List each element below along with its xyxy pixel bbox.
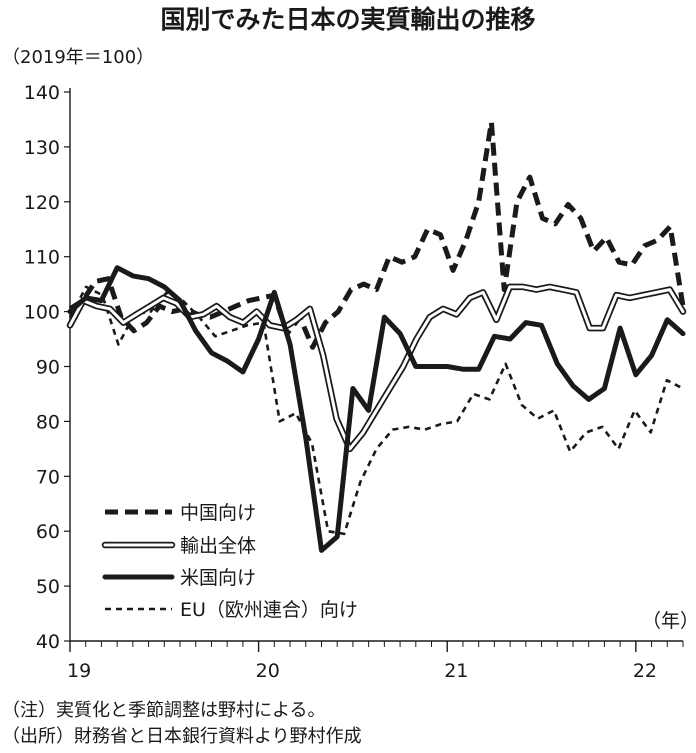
- unit-label: （2019年＝100）: [2, 47, 154, 68]
- series-layer: [66, 119, 687, 553]
- legend-label-total: 輸出全体: [180, 535, 256, 557]
- series-china-group: [68, 119, 686, 350]
- x-tick-label: 21: [444, 660, 468, 682]
- series-eu-group: [68, 285, 684, 536]
- legend-label-china: 中国向け: [180, 502, 256, 524]
- y-tick-label: 110: [24, 247, 60, 269]
- x-tick-label: 19: [67, 660, 91, 682]
- chart-title: 国別でみた日本の実質輸出の推移: [160, 5, 535, 34]
- series-eu-line: [68, 285, 684, 536]
- axis-layer: 40 50 60 70 80 90 100 110 120 130 140 19 20 21 22: [24, 82, 684, 682]
- y-tick-label: 90: [36, 357, 60, 379]
- x-tick-label: 20: [256, 660, 280, 682]
- y-tick-label: 70: [36, 466, 60, 488]
- series-china-line: [68, 119, 686, 350]
- x-axis-unit-label: （年）: [642, 610, 696, 632]
- y-tick-label: 50: [36, 576, 60, 598]
- y-tick-label: 120: [24, 192, 60, 214]
- y-tick-label: 130: [24, 137, 60, 159]
- series-total-group: [66, 283, 687, 453]
- source-caption: （出所）財務省と日本銀行資料より野村作成: [2, 726, 362, 747]
- series-us-group: [67, 265, 686, 553]
- x-tick-label: 22: [633, 660, 657, 682]
- y-tick-label: 140: [24, 82, 60, 104]
- series-us-line: [67, 265, 686, 553]
- y-tick-label: 100: [24, 302, 60, 324]
- legend-label-eu: EU（欧州連合）向け: [180, 599, 358, 621]
- y-tick-label: 80: [36, 411, 60, 433]
- legend-label-us: 米国向け: [180, 567, 256, 589]
- series-total-line-inner: [68, 285, 685, 451]
- note-caption: （注）実質化と季節調整は野村による。: [2, 700, 326, 721]
- y-tick-label: 40: [36, 631, 60, 653]
- y-tick-label: 60: [36, 521, 60, 543]
